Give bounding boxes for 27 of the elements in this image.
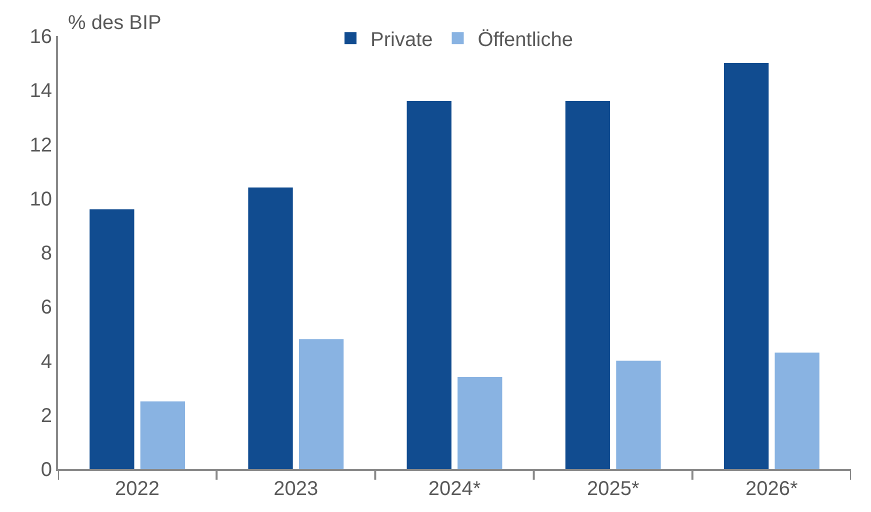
y-tick-label: 6	[40, 296, 52, 319]
y-tick-label: 10	[30, 188, 52, 210]
legend-label: Private	[370, 28, 433, 51]
y-tick-label: 0	[40, 459, 52, 481]
y-tick-label: 2	[40, 404, 52, 427]
x-tick-label: 2022	[115, 478, 160, 500]
bar	[565, 100, 610, 469]
bar	[406, 100, 452, 469]
bar	[458, 376, 502, 469]
x-tick-label: 2023	[274, 478, 318, 500]
bar	[724, 63, 769, 469]
y-tick-label: 12	[30, 134, 52, 156]
bar	[616, 360, 661, 469]
y-axis-title: % des BIP	[68, 12, 162, 34]
bar	[298, 339, 344, 469]
bar	[774, 352, 820, 469]
y-tick-label: 16	[30, 26, 52, 48]
x-tick-label: 2024*	[428, 478, 481, 500]
bar	[90, 209, 134, 469]
y-tick-label: 8	[40, 242, 52, 264]
y-tick-label: 14	[30, 80, 52, 102]
x-tick-label: 2025*	[586, 478, 640, 500]
bar	[248, 188, 293, 469]
x-tick-label: 2026*	[746, 478, 798, 500]
y-tick-label: 4	[40, 350, 52, 373]
legend-label: Öffentliche	[478, 28, 573, 51]
bar	[140, 401, 186, 469]
